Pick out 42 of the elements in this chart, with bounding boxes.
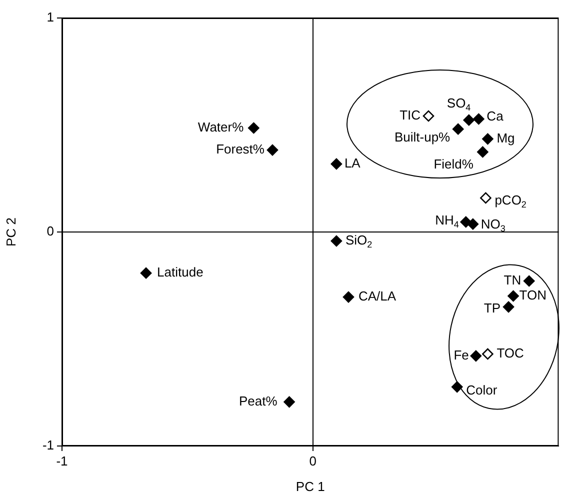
annotation: TIC bbox=[400, 108, 421, 123]
annotation: Forest% bbox=[216, 142, 265, 157]
point bbox=[330, 235, 342, 247]
annotation: Peat% bbox=[238, 393, 278, 408]
point bbox=[330, 158, 342, 170]
annotation: CA/LA bbox=[358, 288, 396, 304]
x-axis-title: PC 1 bbox=[296, 478, 325, 494]
y-axis-title: PC 2 bbox=[3, 218, 18, 246]
y-tick-label: -1 bbox=[42, 438, 54, 453]
annotation: LA bbox=[344, 156, 361, 171]
point bbox=[284, 396, 295, 408]
point bbox=[473, 113, 484, 125]
point bbox=[248, 122, 260, 134]
point bbox=[480, 192, 492, 204]
point bbox=[422, 110, 434, 122]
point bbox=[523, 275, 535, 287]
annotation: TON bbox=[519, 288, 547, 303]
point bbox=[470, 350, 482, 362]
point bbox=[467, 218, 479, 230]
y-tick-label: 0 bbox=[46, 224, 54, 239]
annotation: TOC bbox=[496, 346, 524, 361]
point bbox=[502, 301, 514, 313]
annotation: Ca bbox=[486, 108, 504, 124]
point bbox=[477, 146, 488, 158]
point bbox=[508, 290, 519, 302]
annotation: Color bbox=[466, 382, 498, 398]
point bbox=[452, 123, 464, 135]
point bbox=[482, 348, 494, 360]
annotation: Built-up% bbox=[394, 130, 451, 145]
point bbox=[266, 144, 278, 156]
point bbox=[342, 291, 354, 303]
annotation: Latitude bbox=[157, 264, 204, 280]
annotation: TN bbox=[504, 272, 522, 288]
annotation: Field% bbox=[434, 156, 474, 172]
point bbox=[140, 267, 152, 279]
annotation: Water% bbox=[198, 120, 244, 135]
point bbox=[482, 133, 494, 145]
point bbox=[463, 114, 475, 126]
annotation: Mg bbox=[496, 130, 515, 146]
y-tick-label: 1 bbox=[46, 10, 54, 25]
annotation: TP bbox=[484, 300, 501, 316]
annotation: Fe bbox=[454, 347, 469, 362]
